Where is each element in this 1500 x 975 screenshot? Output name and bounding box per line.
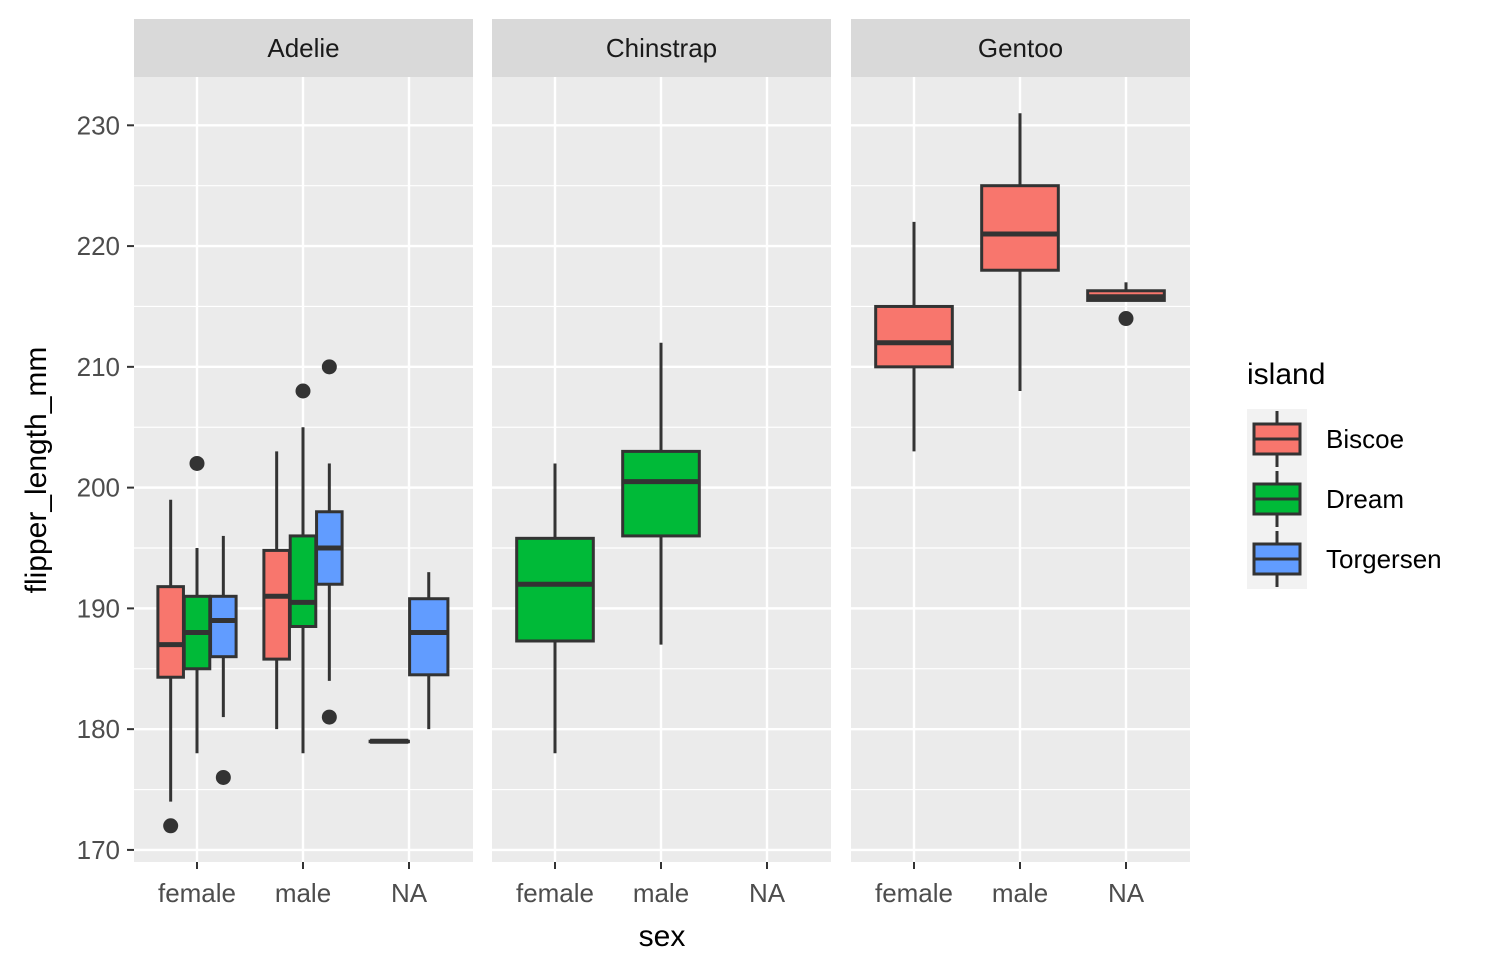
- x-tick-label: female: [158, 878, 236, 908]
- facet-strip: [851, 19, 1190, 77]
- legend-title: island: [1247, 358, 1325, 391]
- panel-gentoo: female male NA Gentoo: [851, 19, 1190, 908]
- x-axis-label: sex: [639, 920, 686, 953]
- legend-label: Biscoe: [1326, 424, 1404, 454]
- x-tick-label: NA: [749, 878, 786, 908]
- facet-strip: [134, 19, 473, 77]
- x-tick-label: male: [275, 878, 331, 908]
- y-tick-label: 230: [77, 110, 120, 140]
- legend-label: Dream: [1326, 484, 1404, 514]
- box-female-dream: [182, 455, 212, 754]
- outlier-point: [321, 359, 337, 375]
- legend-entry-biscoe: Biscoe: [1252, 411, 1404, 467]
- x-tick-label: NA: [1108, 878, 1145, 908]
- panel-adelie: female male NA Adelie: [134, 19, 473, 908]
- x-tick-label: female: [516, 878, 594, 908]
- facet-strip: [492, 19, 831, 77]
- legend-entry-torgersen: Torgersen: [1252, 531, 1442, 587]
- y-tick-label: 200: [77, 473, 120, 503]
- facet-strip-label: Chinstrap: [606, 33, 717, 63]
- box-NA-biscoe: [1086, 282, 1166, 327]
- x-tick-label: male: [633, 878, 689, 908]
- box-NA-dream: [368, 738, 410, 744]
- box-iqr: [156, 585, 185, 679]
- outlier-point: [163, 818, 179, 834]
- box-female-dream: [515, 463, 595, 754]
- y-tick-label: 220: [77, 231, 120, 261]
- outlier-point: [1118, 311, 1134, 327]
- box-iqr: [288, 534, 318, 629]
- box-male-torgersen: [315, 359, 344, 725]
- x-tick-label: male: [992, 878, 1048, 908]
- legend-label: Torgersen: [1326, 544, 1442, 574]
- box-female-biscoe: [874, 221, 954, 452]
- facet-strip-label: Gentoo: [978, 33, 1063, 63]
- box-NA-torgersen: [408, 572, 450, 730]
- box-male-biscoe: [980, 113, 1060, 391]
- box-iqr: [515, 536, 595, 643]
- box-iqr: [408, 597, 450, 677]
- legend-entry-dream: Dream: [1252, 471, 1404, 527]
- legend: island Biscoe Dream Torgersen: [1247, 358, 1442, 589]
- box-iqr: [621, 449, 701, 538]
- x-tick-label: female: [875, 878, 953, 908]
- box-iqr: [874, 304, 954, 369]
- facet-strip-label: Adelie: [267, 33, 339, 63]
- y-tick-label: 190: [77, 593, 120, 623]
- box-male-dream: [621, 342, 701, 645]
- box-iqr: [209, 594, 238, 659]
- y-tick-label: 170: [77, 835, 120, 865]
- outlier-point: [189, 455, 205, 471]
- y-axis-label: flipper_length_mm: [20, 347, 53, 594]
- outlier-point: [215, 769, 231, 785]
- y-tick-label: 210: [77, 352, 120, 382]
- outlier-point: [321, 709, 337, 725]
- box-iqr: [262, 548, 291, 661]
- panel-chinstrap: female male NA Chinstrap: [492, 19, 831, 908]
- y-tick-label: 180: [77, 714, 120, 744]
- outlier-point: [295, 383, 311, 399]
- y-axis: 170 180 190 200 210 220 230: [77, 110, 134, 865]
- x-tick-label: NA: [391, 878, 428, 908]
- box-iqr: [980, 184, 1060, 272]
- box-female-torgersen: [209, 535, 238, 785]
